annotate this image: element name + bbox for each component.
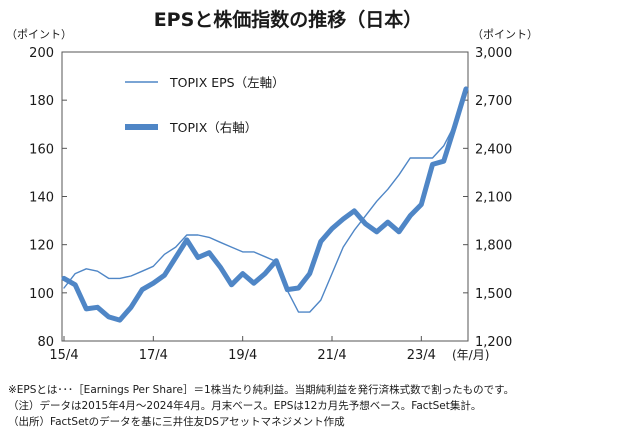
series-line-eps: [63, 94, 467, 313]
y-left-tick-label: 140: [29, 191, 54, 206]
footnote-eps-definition: ※EPSとは･･･［Earnings Per Share］＝1株当たり純利益。当…: [8, 384, 515, 396]
y-right-tick-label: 2,100: [475, 191, 512, 206]
y-left-unit: （ポイント）: [6, 28, 72, 41]
y-left-axis: 200 180 160 140 120 100 80: [29, 46, 67, 350]
y-right-axis: 3,000 2,700 2,400 2,100 1,800 1,500 1,200: [463, 46, 512, 350]
legend-label-eps: TOPIX EPS（左軸）: [169, 75, 285, 90]
x-tick-label: 17/4: [139, 348, 168, 363]
x-axis: 15/4 17/4 19/4 21/4 23/4: [49, 336, 436, 363]
x-tick-label: 23/4: [407, 348, 436, 363]
series-line-topix: [61, 86, 469, 323]
y-left-tick-label: 100: [29, 287, 54, 302]
y-right-tick-label: 2,400: [475, 142, 512, 157]
y-right-tick-label: 1,200: [475, 335, 512, 350]
y-left-tick-label: 80: [37, 335, 54, 350]
footnote-source: （出所）FactSetのデータを基に三井住友DSアセットマネジメント作成: [8, 416, 345, 428]
y-right-tick-label: 1,800: [475, 239, 512, 254]
y-right-tick-label: 2,700: [475, 94, 512, 109]
plot-frame: [61, 51, 469, 342]
footnotes: ※EPSとは･･･［Earnings Per Share］＝1株当たり純利益。当…: [8, 382, 636, 430]
x-tick-label: 15/4: [49, 348, 78, 363]
y-left-tick-label: 200: [29, 46, 54, 61]
y-left-tick-label: 180: [29, 94, 54, 109]
chart-title: EPSと株価指数の推移（日本）: [154, 8, 423, 31]
y-left-tick-label: 160: [29, 142, 54, 157]
y-right-tick-label: 1,500: [475, 287, 512, 302]
y-left-tick-label: 120: [29, 239, 54, 254]
footnote-data-note: （注）データは2015年4月～2024年4月。月末ベース。EPSは12カ月先予想…: [8, 400, 482, 412]
x-unit: (年/月): [452, 348, 489, 362]
y-right-tick-label: 3,000: [475, 46, 512, 61]
legend-label-topix: TOPIX（右軸）: [169, 120, 257, 135]
x-tick-label: 19/4: [228, 348, 257, 363]
series-layer: [61, 86, 469, 323]
x-tick-label: 21/4: [317, 348, 346, 363]
y-right-unit: （ポイント）: [472, 28, 538, 41]
legend: TOPIX EPS（左軸） TOPIX（右軸）: [125, 75, 285, 135]
